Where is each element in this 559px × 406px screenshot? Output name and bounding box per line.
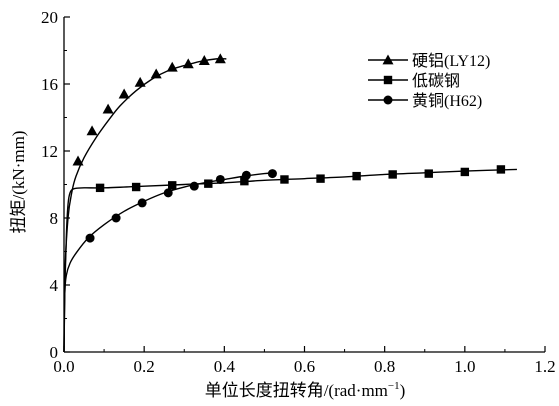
- x-tick-label: 0.2: [134, 357, 155, 376]
- data-point-h62: [241, 170, 251, 180]
- data-point-low-carbon-steel: [388, 170, 397, 179]
- series-line-h62: [63, 172, 275, 353]
- data-point-low-carbon-steel: [424, 169, 433, 178]
- data-point-ly12: [198, 55, 210, 65]
- x-tick-label: 0.4: [214, 357, 236, 376]
- legend-label-low-carbon-steel: 低碳钢: [412, 72, 460, 90]
- data-point-low-carbon-steel: [280, 175, 289, 184]
- data-point-ly12: [72, 155, 84, 166]
- x-tick-label: 0.6: [294, 357, 315, 376]
- data-point-low-carbon-steel: [131, 182, 141, 192]
- y-tick-label: 20: [41, 8, 58, 27]
- data-point-h62: [137, 198, 147, 208]
- data-point-low-carbon-steel: [168, 181, 177, 190]
- data-point-h62: [163, 188, 173, 198]
- y-tick-label: 8: [50, 209, 59, 228]
- legend-marker-low-carbon-steel: [383, 75, 393, 85]
- series-line-ly12: [63, 57, 227, 353]
- x-tick-label: 0.8: [374, 357, 395, 376]
- ticks: [63, 16, 546, 353]
- data-point-h62: [215, 174, 225, 184]
- data-point-low-carbon-steel: [204, 179, 213, 188]
- data-point-low-carbon-steel: [240, 176, 249, 186]
- legend-label-ly12: 硬铝(LY12): [412, 52, 490, 70]
- data-point-h62: [85, 233, 95, 243]
- data-point-ly12: [134, 76, 146, 87]
- y-tick-label: 0: [50, 343, 59, 362]
- markers: [72, 53, 506, 243]
- data-point-h62: [267, 169, 277, 179]
- data-point-low-carbon-steel: [460, 167, 470, 177]
- x-axis-label-superscript: −1: [388, 380, 400, 392]
- x-axis-label: 单位长度扭转角/(rad·mm−1): [205, 380, 406, 400]
- data-point-ly12: [118, 88, 130, 99]
- tick-labels: 0.0 0.2 0.4 0.6 0.8 1.0 1.2 0 4 8 12 16 20: [41, 8, 556, 376]
- data-point-h62: [189, 181, 199, 191]
- data-point-ly12: [86, 125, 98, 136]
- x-axis-label-end: ): [400, 381, 406, 400]
- data-point-low-carbon-steel: [95, 183, 105, 193]
- data-point-ly12: [102, 103, 114, 114]
- y-tick-label: 12: [41, 142, 58, 161]
- data-point-ly12: [150, 68, 162, 79]
- data-point-ly12: [214, 53, 226, 64]
- legend-label-h62: 黄铜(H62): [412, 92, 482, 110]
- data-point-low-carbon-steel: [352, 171, 361, 181]
- data-point-ly12: [182, 58, 194, 69]
- legend-marker-ly12: [382, 54, 394, 65]
- y-tick-label: 16: [41, 75, 58, 94]
- data-point-low-carbon-steel: [496, 165, 506, 174]
- data-point-ly12: [166, 61, 178, 72]
- x-tick-label: 1.2: [534, 357, 555, 376]
- x-tick-label: 0.0: [53, 357, 74, 376]
- data-point-h62: [111, 213, 121, 223]
- y-tick-label: 4: [50, 276, 59, 295]
- series-line-low-carbon-steel: [63, 168, 517, 353]
- legend-marker-h62: [383, 95, 393, 105]
- y-axis-label: 扭矩/(kN·mm): [9, 131, 28, 234]
- x-axis-label-main: 单位长度扭转角/(rad·mm: [205, 381, 388, 400]
- x-tick-label: 1.0: [454, 357, 475, 376]
- data-point-low-carbon-steel: [316, 174, 325, 183]
- curves: [63, 57, 517, 353]
